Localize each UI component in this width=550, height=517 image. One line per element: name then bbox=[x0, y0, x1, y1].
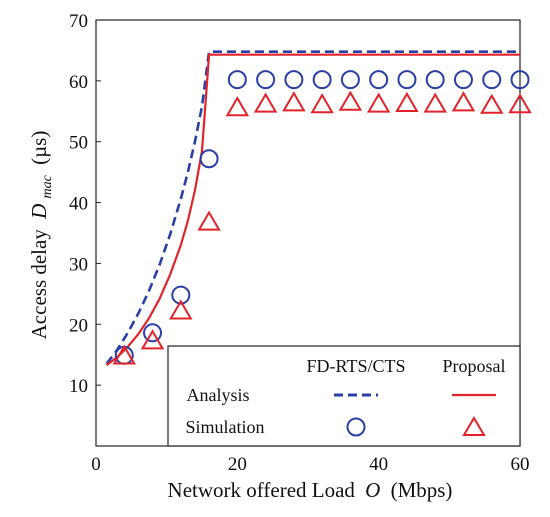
point-fd-rts-cts-simulation bbox=[369, 70, 389, 90]
legend-fd-simulation-marker bbox=[346, 417, 366, 437]
point-fd-rts-cts-simulation bbox=[171, 285, 191, 305]
y-axis-label: Access delay D mac (µs) bbox=[27, 131, 56, 340]
point-fd-rts-cts-simulation bbox=[397, 70, 417, 90]
point-proposal-simulation bbox=[310, 93, 334, 114]
x-axis-label-text: Network offered Load bbox=[168, 478, 356, 502]
y-tick-label: 20 bbox=[69, 315, 88, 336]
x-tick-label: 60 bbox=[511, 454, 530, 475]
point-proposal-simulation bbox=[197, 210, 221, 231]
y-tick-label: 70 bbox=[69, 11, 88, 32]
y-axis-label-subscript: mac bbox=[40, 174, 55, 198]
y-tick-label: 10 bbox=[69, 376, 88, 397]
point-fd-rts-cts-simulation bbox=[143, 323, 163, 343]
point-proposal-simulation bbox=[338, 90, 363, 111]
x-axis-label-unit: (Mbps) bbox=[391, 478, 453, 502]
x-axis-label: Network offered Load O (Mbps) bbox=[168, 478, 453, 502]
tick-labels: 0 20 40 60 10 20 30 40 50 60 70 bbox=[69, 11, 530, 475]
point-proposal-simulation bbox=[366, 92, 391, 113]
point-fd-rts-cts-simulation bbox=[510, 70, 530, 90]
point-proposal-simulation bbox=[112, 344, 136, 365]
point-proposal-simulation bbox=[480, 93, 504, 114]
point-proposal-simulation bbox=[282, 91, 306, 112]
legend-row-label-simulation: Simulation bbox=[185, 417, 264, 437]
point-fd-rts-cts-simulation bbox=[453, 70, 473, 90]
x-tick-label: 40 bbox=[369, 454, 388, 475]
x-axis-label-symbol: O bbox=[365, 478, 380, 502]
legend: FD-RTS/CTS Proposal Analysis Simulation bbox=[167, 345, 521, 447]
point-fd-rts-cts-simulation bbox=[425, 70, 445, 90]
point-proposal-simulation bbox=[451, 91, 476, 112]
y-tick-label: 40 bbox=[69, 194, 88, 215]
point-fd-rts-cts-simulation bbox=[199, 149, 219, 169]
x-tick-label: 0 bbox=[91, 454, 101, 475]
point-fd-rts-cts-simulation bbox=[482, 70, 502, 90]
point-fd-rts-cts-simulation bbox=[256, 70, 276, 90]
point-proposal-simulation bbox=[140, 329, 165, 350]
y-tick-label: 60 bbox=[69, 72, 88, 93]
point-fd-rts-cts-simulation bbox=[284, 70, 304, 90]
legend-col-header-proposal: Proposal bbox=[443, 356, 506, 376]
chart-marks bbox=[95, 19, 532, 446]
point-proposal-simulation bbox=[225, 96, 250, 117]
point-fd-rts-cts-simulation bbox=[227, 70, 247, 90]
y-tick-label: 30 bbox=[69, 254, 88, 275]
point-fd-rts-cts-simulation bbox=[312, 70, 332, 90]
y-tick-label: 50 bbox=[69, 133, 88, 154]
point-proposal-simulation bbox=[169, 299, 193, 320]
point-fd-rts-cts-simulation bbox=[340, 70, 360, 90]
series-line-proposal-analysis bbox=[105, 53, 520, 366]
x-tick-label: 20 bbox=[228, 454, 247, 475]
point-proposal-simulation bbox=[395, 91, 419, 112]
series-line-fd-rts-cts-analysis bbox=[105, 50, 520, 365]
y-axis-label-symbol: D bbox=[27, 204, 51, 220]
legend-proposal-simulation-marker bbox=[462, 416, 486, 436]
legend-row-label-analysis: Analysis bbox=[187, 385, 250, 405]
legend-col-header-fd: FD-RTS/CTS bbox=[307, 356, 406, 376]
y-axis-label-text: Access delay bbox=[27, 229, 51, 340]
y-axis-label-unit: (µs) bbox=[27, 131, 51, 165]
point-proposal-simulation bbox=[253, 92, 278, 113]
point-proposal-simulation bbox=[423, 92, 447, 113]
point-proposal-simulation bbox=[508, 93, 532, 114]
